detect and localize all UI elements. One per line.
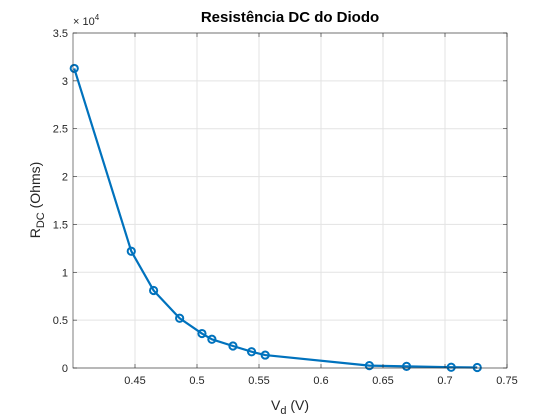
data-point — [207, 334, 217, 344]
x-tick-label: 0.7 — [437, 375, 452, 387]
x-tick-label: 0.6 — [313, 375, 328, 387]
data-point — [228, 341, 238, 351]
y-tick-label: 3 — [62, 76, 68, 88]
data-point — [175, 313, 185, 323]
y-tick-label: 0.5 — [53, 315, 68, 327]
data-point — [364, 361, 374, 371]
x-tick-label: 0.55 — [248, 375, 269, 387]
plot-frame — [72, 32, 508, 369]
x-axis-label: Vd (V) — [271, 397, 309, 417]
y-tick-label: 1.5 — [53, 219, 68, 231]
x-tick-label: 0.5 — [189, 375, 204, 387]
data-point — [149, 285, 159, 296]
x-axis-label-main: V — [271, 397, 281, 413]
y-tick-label: 0 — [62, 363, 68, 375]
y-axis-label-sub: DC — [35, 212, 47, 228]
y-tick-label: 2.5 — [53, 124, 68, 136]
plot-area — [73, 33, 507, 368]
data-point — [401, 361, 412, 371]
x-axis-label-rest: (V) — [286, 397, 309, 413]
series-group — [69, 63, 482, 373]
ticks: 0.45 0.5 0.55 0.6 0.65 0.7 0.75 0 0.5 1 1.5 2 2.5 3 3.… — [53, 28, 518, 387]
y-exponent-label: × 104 — [73, 13, 100, 28]
chart-title: Resistência DC do Diodo — [201, 9, 379, 26]
data-point — [246, 347, 257, 357]
y-tick-label: 3.5 — [53, 28, 68, 40]
y-exponent-base: × 10 — [73, 16, 95, 28]
data-point — [446, 362, 456, 372]
x-tick-label: 0.65 — [372, 375, 393, 387]
y-axis-label: RDC (Ohms) — [27, 162, 47, 239]
grid — [73, 32, 508, 369]
data-point — [126, 246, 136, 256]
y-tick-label: 2 — [62, 172, 68, 184]
data-point — [260, 350, 270, 360]
data-point — [197, 328, 207, 339]
y-axis-label-rest: (Ohms) — [27, 162, 43, 213]
y-exponent-power: 4 — [95, 13, 100, 22]
data-point — [69, 63, 79, 74]
x-tick-label: 0.75 — [496, 375, 517, 387]
y-axis-label-main: R — [27, 228, 43, 238]
x-axis-label-sub: d — [280, 405, 286, 417]
x-tick-label: 0.45 — [124, 375, 145, 387]
series-line — [73, 68, 478, 369]
y-tick-label: 1 — [62, 267, 68, 279]
data-point — [472, 362, 482, 373]
